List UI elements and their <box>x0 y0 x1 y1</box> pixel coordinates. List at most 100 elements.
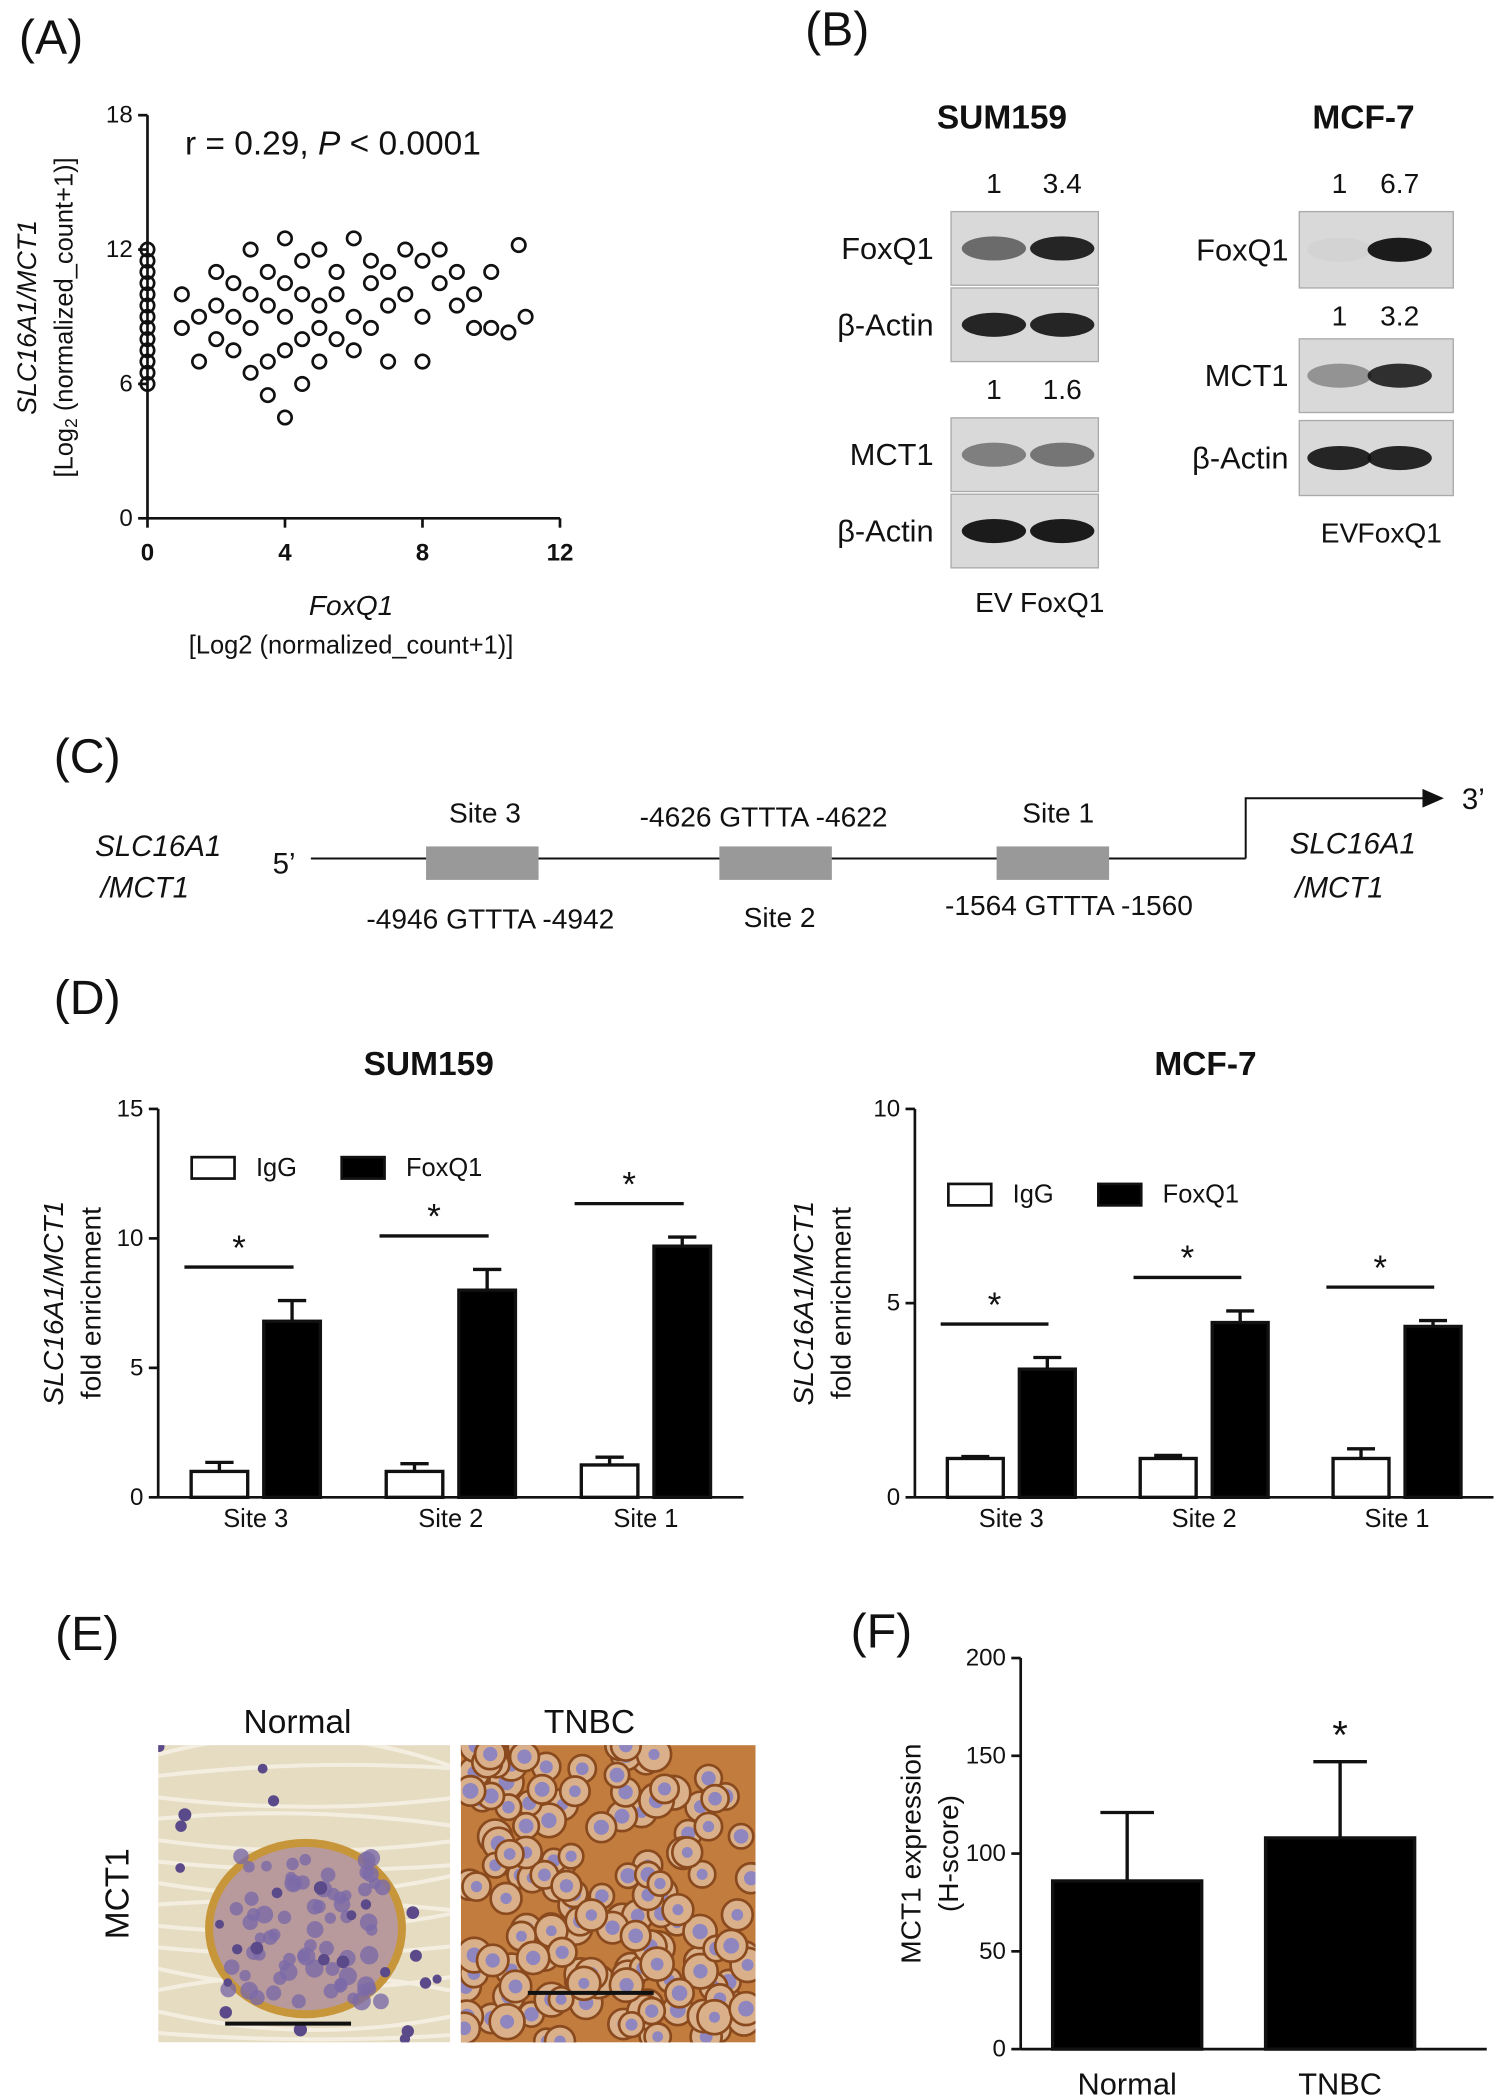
nucleus <box>271 1887 283 1899</box>
site-motif: -1564 GTTTA -1560 <box>945 890 1193 921</box>
ihc-column-label: TNBC <box>544 1704 635 1741</box>
nucleus <box>565 1850 577 1862</box>
blot-band <box>1367 363 1432 388</box>
annotation-part: P <box>318 125 341 162</box>
nucleus <box>743 1871 756 1886</box>
nucleus <box>693 1964 708 1979</box>
nucleus <box>605 1920 620 1935</box>
ihc-image <box>460 1745 756 2043</box>
nucleus <box>406 1906 420 1919</box>
nucleus <box>625 2018 638 2031</box>
y-tick-label: 0 <box>119 505 132 532</box>
point <box>362 275 379 292</box>
error-bar <box>1313 1759 1367 1838</box>
significance: * <box>1181 1239 1195 1278</box>
x-tick-label: Site 2 <box>1172 1505 1237 1533</box>
x-tick-label: Site 3 <box>979 1505 1044 1533</box>
blot-band <box>961 236 1027 261</box>
three-prime: 3’ <box>1462 783 1485 816</box>
nucleus <box>306 1921 324 1938</box>
nucleus <box>524 2007 539 2022</box>
nucleus <box>239 1969 251 1982</box>
nucleus <box>578 1977 590 1989</box>
blot-band <box>1030 236 1095 261</box>
y-tick-label: 100 <box>966 1840 1006 1867</box>
annotation-part: r = 0.29, <box>185 125 318 162</box>
y-tick-label: 150 <box>966 1742 1006 1769</box>
point <box>276 409 294 426</box>
site-motif: -4626 GTTTA -4622 <box>640 801 888 832</box>
point <box>448 263 465 280</box>
blot-band <box>1307 363 1372 388</box>
nucleus <box>545 1925 557 1937</box>
nucleus <box>278 1960 290 1971</box>
point <box>276 342 294 359</box>
nucleus <box>731 1908 744 1921</box>
nucleus <box>595 1889 609 1903</box>
point <box>259 263 276 280</box>
point <box>328 263 345 280</box>
nucleus <box>409 1949 422 1962</box>
point <box>380 353 397 370</box>
x-tick-label: Site 1 <box>613 1505 678 1533</box>
point <box>294 286 311 303</box>
nucleus <box>306 1898 323 1915</box>
nucleus <box>652 2031 664 2043</box>
bar <box>1331 1456 1391 1499</box>
blot-title: MCF-7 <box>1312 99 1414 136</box>
legend-swatch <box>947 1182 993 1207</box>
point <box>362 319 379 336</box>
nucleus <box>723 1937 740 1954</box>
bar <box>1017 1367 1077 1499</box>
nucleus <box>470 1881 483 1893</box>
nucleus <box>299 1853 312 1866</box>
nucleus <box>313 1881 328 1895</box>
y-label-sub: fold enrichment <box>826 1207 857 1399</box>
nucleus <box>503 1848 516 1860</box>
point <box>345 342 362 359</box>
x-tick-label: Site 2 <box>418 1505 483 1533</box>
nucleus <box>508 1979 523 1994</box>
point <box>294 375 311 392</box>
lane-label: EV <box>975 587 1013 618</box>
y-tick-label: 15 <box>117 1095 144 1122</box>
cell <box>609 1745 643 1762</box>
band-quantity: 6.7 <box>1380 168 1419 199</box>
panel-letter: (C) <box>54 730 121 784</box>
x-tick-label: 8 <box>416 540 429 567</box>
nucleus <box>614 1808 630 1824</box>
nucleus <box>541 1812 557 1829</box>
nucleus <box>645 2004 659 2018</box>
gene-name: SLC16A1 <box>95 830 221 863</box>
x-label: FoxQ1 <box>309 590 393 621</box>
nucleus <box>619 1977 634 1993</box>
nucleus <box>336 1955 350 1969</box>
blot-band <box>961 312 1027 337</box>
bar <box>457 1288 518 1499</box>
x-tick-label: TNBC <box>1298 2066 1382 2100</box>
nucleus <box>619 1745 633 1753</box>
nucleus <box>178 1808 192 1822</box>
gene-name: SLC16A1 <box>1290 827 1416 860</box>
nucleus <box>244 1891 259 1906</box>
band-quantity: 3.4 <box>1043 168 1082 199</box>
y-tick-label: 12 <box>106 236 133 263</box>
nucleus <box>618 1784 633 1800</box>
panel-letter: (F) <box>851 1604 913 1658</box>
nucleus <box>324 1912 336 1924</box>
nucleus <box>250 1941 264 1955</box>
nucleus <box>220 1981 237 1998</box>
ihc-image <box>158 1745 451 2043</box>
nucleus <box>268 1928 281 1941</box>
blot-band <box>961 442 1027 467</box>
nucleus <box>502 1800 515 1814</box>
bar <box>1210 1320 1270 1499</box>
point <box>294 252 311 269</box>
nucleus <box>257 1763 268 1774</box>
bar <box>1050 1879 1204 2051</box>
nucleus <box>628 1928 643 1944</box>
point <box>191 308 208 325</box>
nucleus <box>175 1863 186 1873</box>
point <box>259 387 276 404</box>
five-prime: 5’ <box>273 847 296 880</box>
